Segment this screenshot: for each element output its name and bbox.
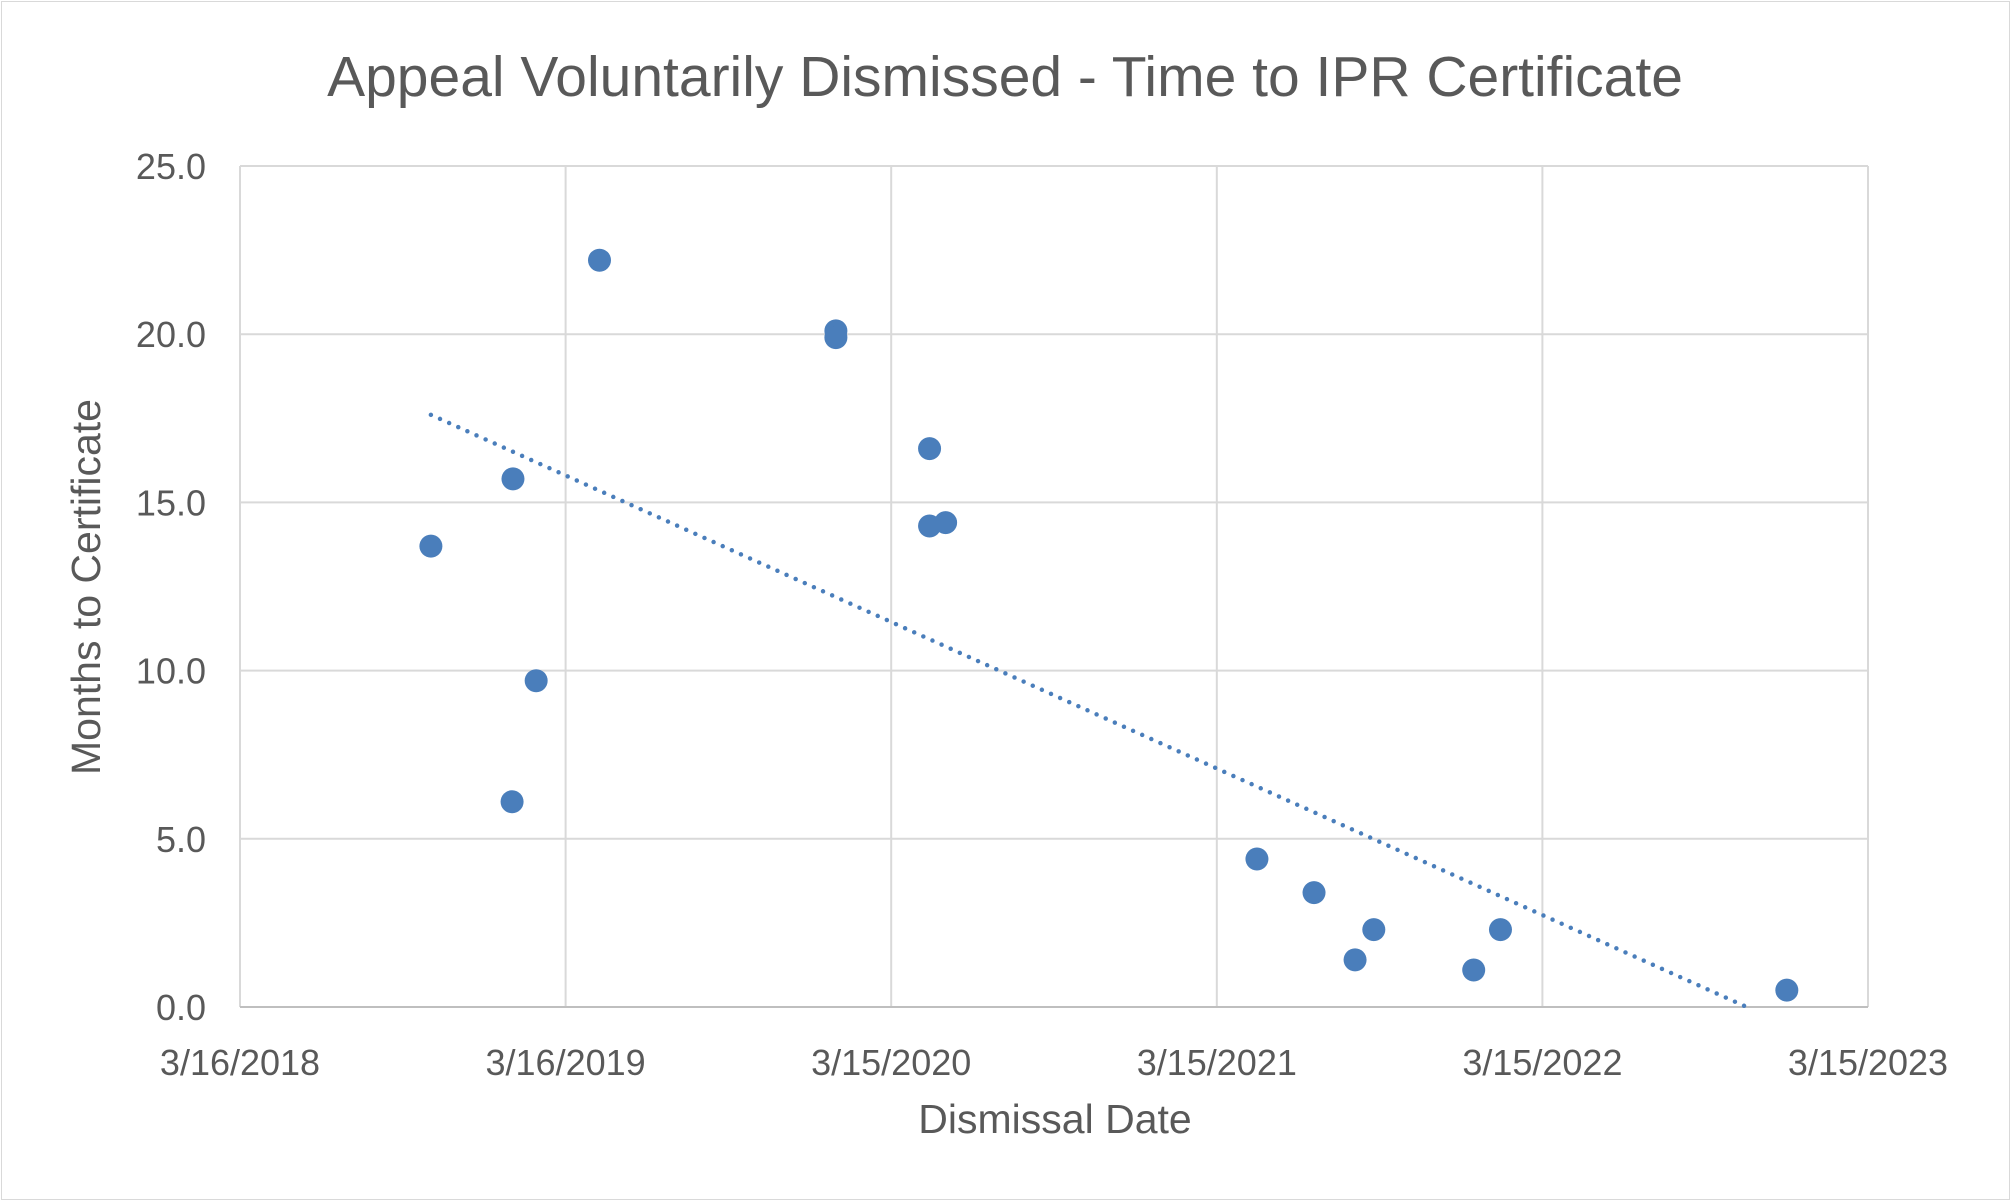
data-point [524,669,548,693]
y-tick-label: 15.0 [136,482,206,523]
trendline [428,412,1749,1010]
data-points [419,248,1799,1002]
data-point [918,437,942,461]
data-point [1775,978,1799,1002]
x-tick-label: 3/15/2021 [1137,1042,1297,1083]
y-tick-label: 20.0 [136,314,206,355]
data-point [500,790,524,814]
data-point [1245,847,1269,871]
data-point [824,326,848,350]
y-tick-label: 25.0 [136,146,206,187]
gridlines [239,165,1869,1008]
data-point [1488,918,1512,942]
data-point [587,248,611,272]
x-tick-label: 3/16/2019 [486,1042,646,1083]
x-tick-label: 3/15/2022 [1462,1042,1622,1083]
y-axis-ticks: 0.0 5.0 10.0 15.0 20.0 25.0 [136,146,206,1028]
data-point [501,467,525,491]
y-tick-label: 0.0 [156,987,206,1028]
data-point [1362,918,1386,942]
data-point [419,534,443,558]
x-axis-title: Dismissal Date [918,1096,1191,1142]
y-tick-label: 10.0 [136,651,206,692]
data-point [1343,948,1367,972]
x-axis-ticks: 3/16/2018 3/16/2019 3/15/2020 3/15/2021 3/15… [160,1042,1948,1083]
x-tick-label: 3/16/2018 [160,1042,320,1083]
trendline-path [428,412,1749,1010]
data-point [934,511,958,535]
chart-title: Appeal Voluntarily Dismissed - Time to I… [327,45,1683,109]
x-tick-label: 3/15/2020 [811,1042,971,1083]
data-point [1302,881,1326,905]
y-tick-label: 5.0 [156,819,206,860]
y-axis-title: Months to Certificate [63,399,109,775]
x-tick-label: 3/15/2023 [1788,1042,1948,1083]
data-point [1462,958,1486,982]
